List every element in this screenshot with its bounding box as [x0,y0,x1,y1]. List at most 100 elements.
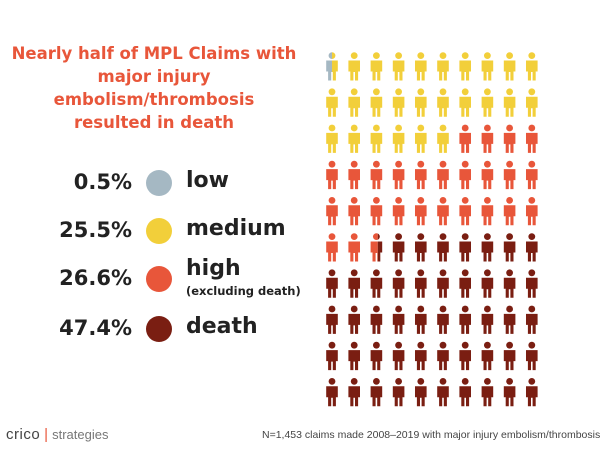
person-icon [503,378,516,407]
person-icon [437,160,449,190]
person-icon [415,233,427,262]
person-icon [437,341,449,371]
person-icon [370,341,383,371]
legend-swatch-high [146,266,172,292]
person-icon [370,378,383,407]
person-icon [503,305,516,334]
person-icon [415,269,427,298]
person-icon [526,160,538,190]
person-icon [326,52,338,81]
chart-title: Nearly half of MPL Claims with major inj… [8,42,300,134]
person-icon [392,341,405,371]
person-icon [437,52,449,81]
legend-item-death: 47.4% death [0,312,320,352]
person-icon [526,233,538,262]
person-icon [503,160,516,190]
person-icon [326,341,338,371]
legend-item-low: 0.5% low [0,166,320,206]
person-icon [326,305,338,334]
person-icon [437,233,449,262]
person-icon [481,378,494,407]
person-icon [481,88,494,117]
person-icon [326,233,338,262]
logo-separator: | [44,426,49,443]
person-icon [526,124,538,153]
logo-tagline: strategies [52,427,109,442]
person-icon [437,269,449,298]
person-icon [348,197,360,226]
person-icon [370,160,383,190]
person-icon [392,124,405,153]
person-icon [481,52,494,81]
person-icon [526,88,538,117]
crico-strategies-logo: crico | strategies [6,426,108,443]
person-icon [437,305,449,334]
person-icon [437,197,449,226]
person-icon [415,197,427,226]
person-icon [459,160,471,190]
person-icon [526,197,538,226]
legend-item-high: 26.6% high (excluding death) [0,256,320,302]
person-icon [503,269,516,298]
person-icon [326,124,338,153]
logo-brand: crico [6,426,41,443]
person-icon [526,378,538,407]
person-icon [348,52,360,81]
person-icon [392,378,405,407]
person-icon [526,52,538,81]
person-icon [437,124,449,153]
person-icon [348,88,360,117]
person-icon [348,269,360,298]
person-icon [415,160,427,190]
legend-percent-death: 47.4% [59,316,132,340]
person-icon [392,160,405,190]
person-icon [459,233,471,262]
person-icon [415,341,427,371]
person-icon [326,378,338,407]
footnote: N=1,453 claims made 2008–2019 with major… [262,429,600,441]
person-icon [481,197,494,226]
person-icon [437,378,449,407]
legend-percent-medium: 25.5% [59,218,132,242]
person-icon [437,88,449,117]
person-icon [370,88,383,117]
person-icon [481,160,494,190]
person-icon [348,233,360,262]
person-icon [503,52,516,81]
legend-label-death: death [186,314,258,339]
person-icon [348,378,360,407]
person-icon [326,269,338,298]
person-icon [503,88,516,117]
legend-percent-low: 0.5% [73,170,132,194]
person-icon [415,88,427,117]
person-icon [481,305,494,334]
person-icon [326,88,338,117]
person-icon [370,305,383,334]
person-icon [481,124,494,153]
title-line-1: Nearly half of MPL Claims with [11,44,297,63]
person-icon [459,269,471,298]
person-icon [415,124,427,153]
icon-array [326,52,538,407]
legend-percent-high: 26.6% [59,266,132,290]
person-icon [481,233,494,262]
person-icon [481,341,494,371]
person-icon [459,305,471,334]
person-icon [503,197,516,226]
legend-label-low: low [186,168,229,193]
legend-swatch-medium [146,218,172,244]
person-icon [370,124,383,153]
person-icon [370,269,383,298]
person-icon [392,52,405,81]
legend-label-medium: medium [186,216,286,241]
person-icon [459,378,471,407]
person-icon [370,52,383,81]
person-icon [392,269,405,298]
person-icon [459,197,471,226]
person-icon [503,233,516,262]
person-icon [392,233,405,262]
legend-sublabel-high: (excluding death) [186,284,301,298]
person-icon [415,52,427,81]
person-icon [370,233,383,262]
person-icon [326,160,338,190]
